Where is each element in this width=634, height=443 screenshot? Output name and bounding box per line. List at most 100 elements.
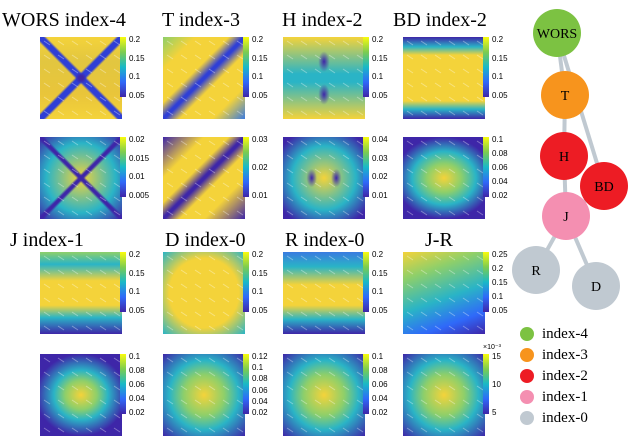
colorbar-tick-label: 0.05 — [129, 306, 145, 315]
graph-node-t: T — [541, 71, 589, 119]
colorbar-5 — [243, 137, 249, 197]
legend-dot — [520, 390, 534, 404]
colorbar-tick-label: 0.03 — [372, 153, 388, 163]
legend-item-index-3: index-3 — [520, 346, 588, 364]
colorbar-10 — [363, 252, 369, 312]
colorbar-tick-label: 0.08 — [372, 366, 388, 375]
legend-dot — [520, 327, 534, 341]
colorbar-tick-label: 0.02 — [129, 408, 145, 417]
solution-panel-2 — [283, 37, 365, 119]
legend-label: index-0 — [542, 409, 588, 426]
colorbar-6 — [363, 137, 369, 197]
colorbar-tick-label: 0.04 — [252, 396, 268, 406]
title-h: H index-2 — [282, 9, 363, 31]
solution-panel-4 — [40, 137, 122, 219]
colorbar-15 — [483, 354, 489, 414]
colorbar-tick-label: 0.1 — [129, 352, 141, 361]
colorbar-tick-label: 0.1 — [129, 72, 141, 82]
colorbar-tick-label: 0.1 — [372, 352, 384, 361]
colorbar-tick-label: 0.2 — [252, 35, 264, 44]
legend-item-index-0: index-0 — [520, 409, 588, 427]
colorbar-tick-label: 0.05 — [492, 306, 508, 315]
graph-node-r: R — [512, 246, 560, 294]
colorbar-tick-label: 0.15 — [492, 53, 508, 63]
colorbar-tick-label: 0.04 — [372, 394, 388, 403]
svg-text:H: H — [559, 150, 569, 165]
solution-panel-0 — [40, 37, 122, 119]
colorbar-tick-label: 0.02 — [129, 135, 145, 144]
svg-text:J: J — [563, 210, 569, 225]
colorbar-4 — [120, 137, 126, 197]
solution-panel-6 — [283, 137, 365, 219]
colorbar-tick-label: 0.1 — [252, 72, 264, 82]
svg-text:R: R — [531, 264, 541, 279]
colorbar-tick-label: 0.04 — [492, 177, 508, 186]
colorbar-tick-label: 0.05 — [252, 306, 268, 315]
colorbar-tick-label: 0.1 — [492, 292, 504, 301]
colorbar-12 — [120, 354, 126, 414]
title-d: D index-0 — [165, 229, 246, 251]
legend-label: index-4 — [542, 325, 588, 342]
colorbar-exponent: ×10⁻³ — [483, 344, 501, 351]
colorbar-tick-label: 0.1 — [492, 72, 504, 82]
legend-label: index-2 — [542, 367, 588, 384]
colorbar-tick-label: 0.25 — [492, 250, 508, 259]
colorbar-tick-label: 0.15 — [492, 278, 508, 287]
colorbar-tick-label: 0.1 — [252, 287, 264, 297]
solution-panel-8 — [40, 252, 122, 334]
colorbar-tick-label: 0.12 — [252, 352, 268, 361]
colorbar-13 — [243, 354, 249, 414]
colorbar-tick-label: 0.04 — [129, 394, 145, 403]
legend-item-index-2: index-2 — [520, 367, 588, 385]
colorbar-tick-label: 0.2 — [492, 264, 504, 273]
title-bd: BD index-2 — [393, 9, 487, 31]
solution-panel-5 — [163, 137, 245, 219]
graph-node-j: J — [542, 192, 590, 240]
colorbar-tick-label: 0.05 — [372, 91, 388, 100]
colorbar-tick-label: 0.06 — [492, 163, 508, 172]
colorbar-tick-label: 0.15 — [372, 53, 388, 63]
colorbar-tick-label: 0.02 — [372, 408, 388, 417]
colorbar-tick-label: 0.01 — [252, 191, 268, 200]
solution-panel-3 — [403, 37, 485, 119]
solution-panel-7 — [403, 137, 485, 219]
graph-node-d: D — [572, 262, 620, 310]
colorbar-14 — [363, 354, 369, 414]
colorbar-tick-label: 0.1 — [252, 363, 264, 373]
colorbar-tick-label: 0.02 — [492, 191, 508, 200]
colorbar-tick-label: 0.2 — [372, 35, 384, 44]
colorbar-tick-label: 0.08 — [492, 149, 508, 158]
solution-panel-10 — [283, 252, 365, 334]
colorbar-tick-label: 0.1 — [372, 287, 384, 297]
colorbar-tick-label: 0.06 — [129, 380, 145, 389]
colorbar-11 — [483, 252, 489, 312]
colorbar-tick-label: 0.06 — [252, 385, 268, 395]
colorbar-tick-label: 10 — [492, 380, 501, 389]
title-jr: J-R — [425, 229, 453, 251]
colorbar-7 — [483, 137, 489, 197]
colorbar-tick-label: 0.02 — [372, 172, 388, 182]
colorbar-tick-label: 0.08 — [129, 366, 145, 375]
colorbar-tick-label: 5 — [492, 408, 497, 417]
colorbar-tick-label: 0.15 — [129, 268, 145, 278]
colorbar-tick-label: 0.2 — [372, 250, 384, 259]
colorbar-tick-label: 0.04 — [372, 135, 388, 144]
colorbar-tick-label: 0.1 — [372, 72, 384, 82]
solution-panel-12 — [40, 354, 122, 436]
colorbar-tick-label: 0.01 — [129, 172, 145, 182]
colorbar-tick-label: 0.2 — [129, 250, 141, 259]
svg-text:BD: BD — [594, 180, 613, 195]
colorbar-tick-label: 0.02 — [252, 163, 268, 172]
svg-text:WORS: WORS — [537, 27, 577, 42]
colorbar-tick-label: 0.05 — [492, 91, 508, 100]
colorbar-tick-label: 0.01 — [372, 191, 388, 200]
colorbar-tick-label: 15 — [492, 352, 501, 361]
graph-node-bd: BD — [580, 162, 628, 210]
colorbar-tick-label: 0.005 — [129, 191, 150, 200]
title-wors: WORS index-4 — [2, 9, 126, 31]
svg-text:D: D — [591, 280, 601, 295]
solution-landscape-graph: WORS T H BD J R D — [512, 9, 628, 310]
colorbar-tick-label: 0.05 — [252, 91, 268, 100]
solution-panel-13 — [163, 354, 245, 436]
graph-node-wors: WORS — [533, 9, 581, 57]
